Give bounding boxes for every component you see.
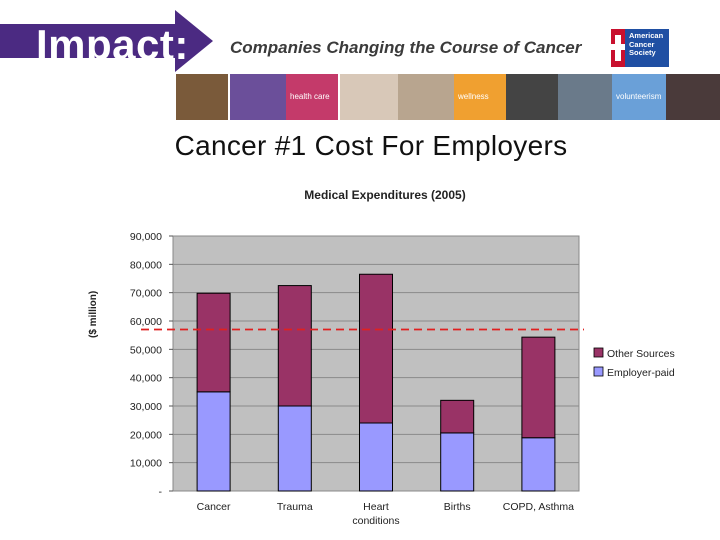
bar-other-sources bbox=[440, 399, 475, 434]
photo-tile-patient bbox=[398, 74, 454, 120]
legend-swatch bbox=[593, 347, 604, 358]
legend-label: Employer-paid bbox=[607, 367, 675, 379]
tile-wellness[interactable]: wellness bbox=[454, 74, 506, 120]
y-tick-label: 80,000 bbox=[130, 259, 162, 271]
bar-employer-paid bbox=[359, 422, 393, 492]
x-tick-label: Cancer bbox=[197, 501, 231, 513]
x-tick-label: Births bbox=[444, 501, 471, 513]
photo-strip: health care wellness volunteerism bbox=[176, 74, 720, 120]
photo-tile-group bbox=[230, 74, 286, 120]
bar-other-sources bbox=[196, 292, 231, 393]
tile-volunteerism[interactable]: volunteerism bbox=[612, 74, 666, 120]
cross-icon bbox=[611, 29, 625, 67]
legend-swatch bbox=[593, 366, 604, 377]
y-tick-label: 20,000 bbox=[130, 429, 162, 441]
y-tick-label: 10,000 bbox=[130, 458, 162, 470]
y-tick-label: - bbox=[159, 486, 163, 498]
y-tick-label: 60,000 bbox=[130, 316, 162, 328]
y-tick-label: 90,000 bbox=[130, 231, 162, 243]
brand-title: Impact: bbox=[36, 21, 189, 68]
bar-employer-paid bbox=[521, 437, 556, 492]
impact-banner: Impact: bbox=[0, 8, 215, 74]
photo-tile-business bbox=[506, 74, 558, 120]
tile-health-care[interactable]: health care bbox=[286, 74, 338, 120]
bar-employer-paid bbox=[440, 432, 475, 492]
x-tick-label: Heart bbox=[363, 501, 389, 513]
y-tick-label: 30,000 bbox=[130, 401, 162, 413]
chart-title: Medical Expenditures (2005) bbox=[304, 188, 466, 202]
y-tick-label: 40,000 bbox=[130, 373, 162, 385]
x-tick-label: conditions bbox=[352, 515, 399, 527]
photo-tile-food bbox=[176, 74, 228, 120]
bar-other-sources bbox=[521, 336, 556, 439]
photo-tile-doctor bbox=[340, 74, 398, 120]
x-tick-label: Trauma bbox=[277, 501, 313, 513]
y-tick-label: 50,000 bbox=[130, 344, 162, 356]
banner-arrow-shape bbox=[0, 10, 213, 72]
bar-other-sources bbox=[277, 285, 312, 407]
bar-other-sources bbox=[359, 273, 393, 424]
acs-logo: American Cancer Society bbox=[611, 29, 673, 67]
bar-employer-paid bbox=[196, 391, 231, 492]
slide-title: Cancer #1 Cost For Employers bbox=[174, 130, 568, 161]
tagline: Companies Changing the Course of Cancer bbox=[230, 38, 582, 57]
photo-tile-office bbox=[558, 74, 612, 120]
legend-label: Other Sources bbox=[607, 348, 675, 360]
y-tick-label: 70,000 bbox=[130, 288, 162, 300]
bar-employer-paid bbox=[277, 405, 312, 492]
acs-logo-text: American Cancer Society bbox=[625, 29, 669, 67]
x-tick-label: COPD, Asthma bbox=[503, 501, 574, 513]
photo-tile-cyclist bbox=[666, 74, 720, 120]
